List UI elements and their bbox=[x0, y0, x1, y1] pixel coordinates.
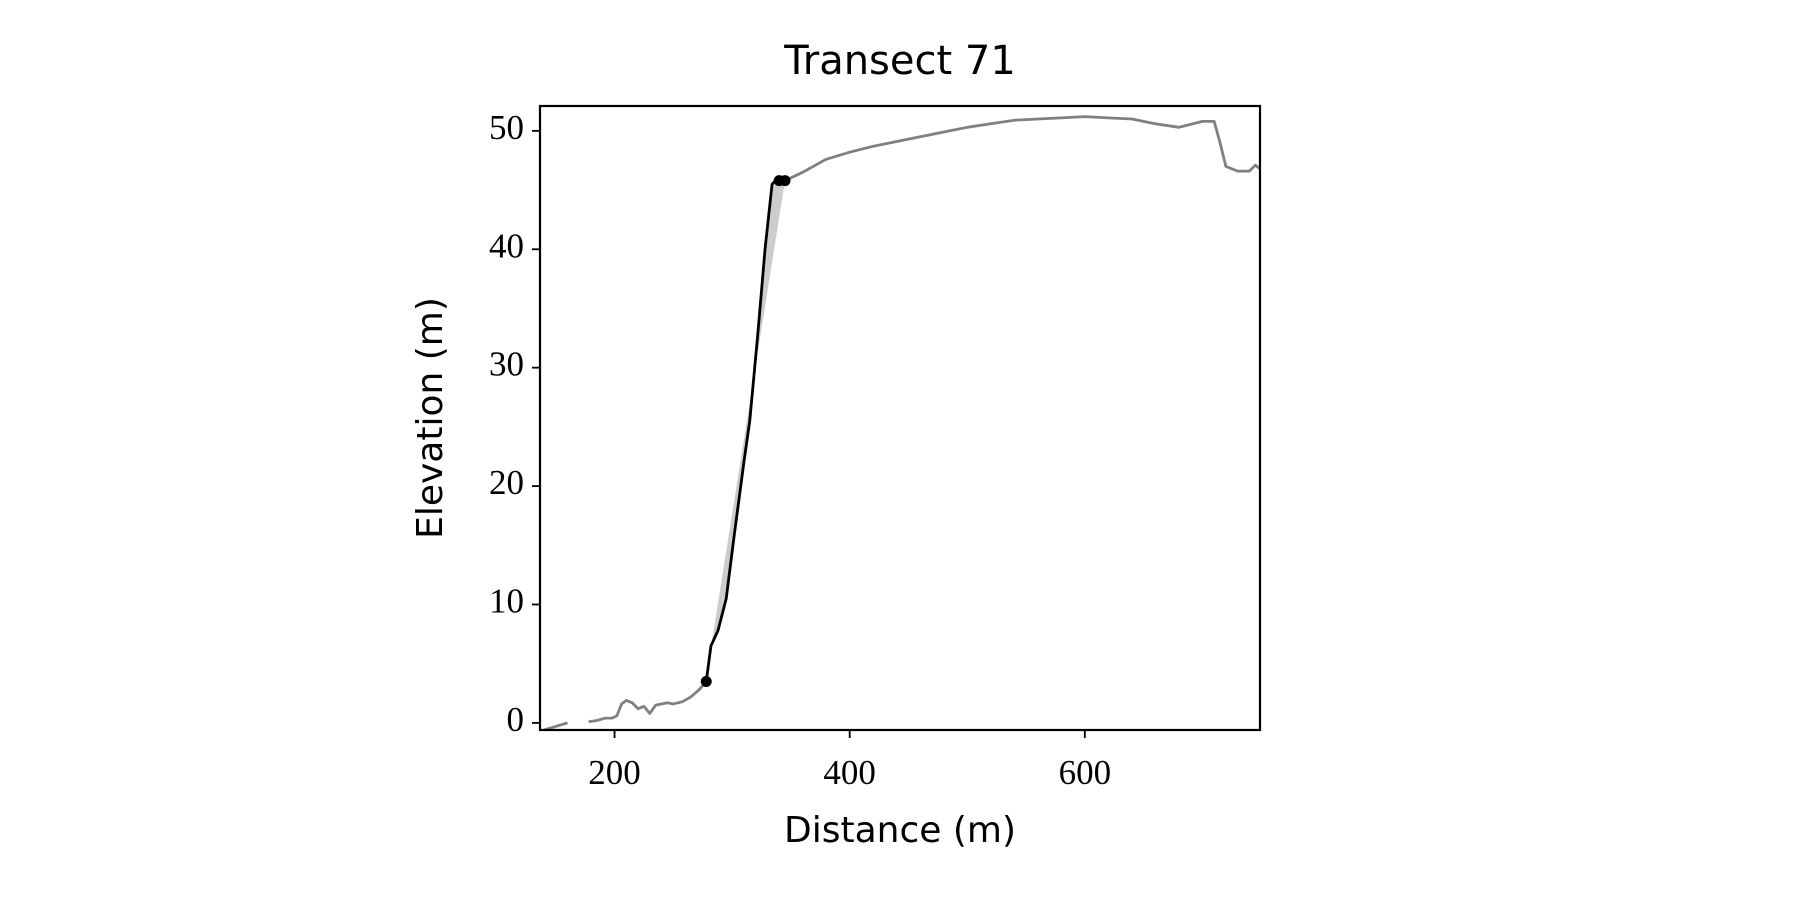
plot-area: 200 400 600 0 10 20 30 40 50 bbox=[489, 104, 1262, 792]
x-axis-label: Distance (m) bbox=[784, 810, 1016, 851]
y-tick-label: 20 bbox=[489, 463, 524, 502]
y-tick-label: 30 bbox=[489, 345, 524, 384]
y-tick-label: 10 bbox=[489, 582, 524, 621]
profile-line bbox=[543, 680, 708, 730]
y-tick-label: 50 bbox=[489, 108, 524, 147]
x-tick-label: 600 bbox=[1059, 753, 1112, 792]
y-tick-label: 40 bbox=[489, 226, 524, 265]
marker bbox=[700, 675, 712, 687]
profile-line bbox=[784, 115, 1260, 182]
axes-frame bbox=[538, 104, 1262, 732]
chart-title: Transect 71 bbox=[783, 38, 1016, 84]
x-tick-label: 200 bbox=[588, 753, 641, 792]
y-tick-label: 0 bbox=[507, 700, 525, 739]
x-tick-label: 400 bbox=[823, 753, 876, 792]
marker bbox=[779, 175, 791, 187]
shaded-area bbox=[712, 179, 786, 641]
series-group bbox=[543, 115, 1260, 730]
y-axis-label: Elevation (m) bbox=[410, 297, 451, 539]
profile-line bbox=[704, 178, 782, 682]
